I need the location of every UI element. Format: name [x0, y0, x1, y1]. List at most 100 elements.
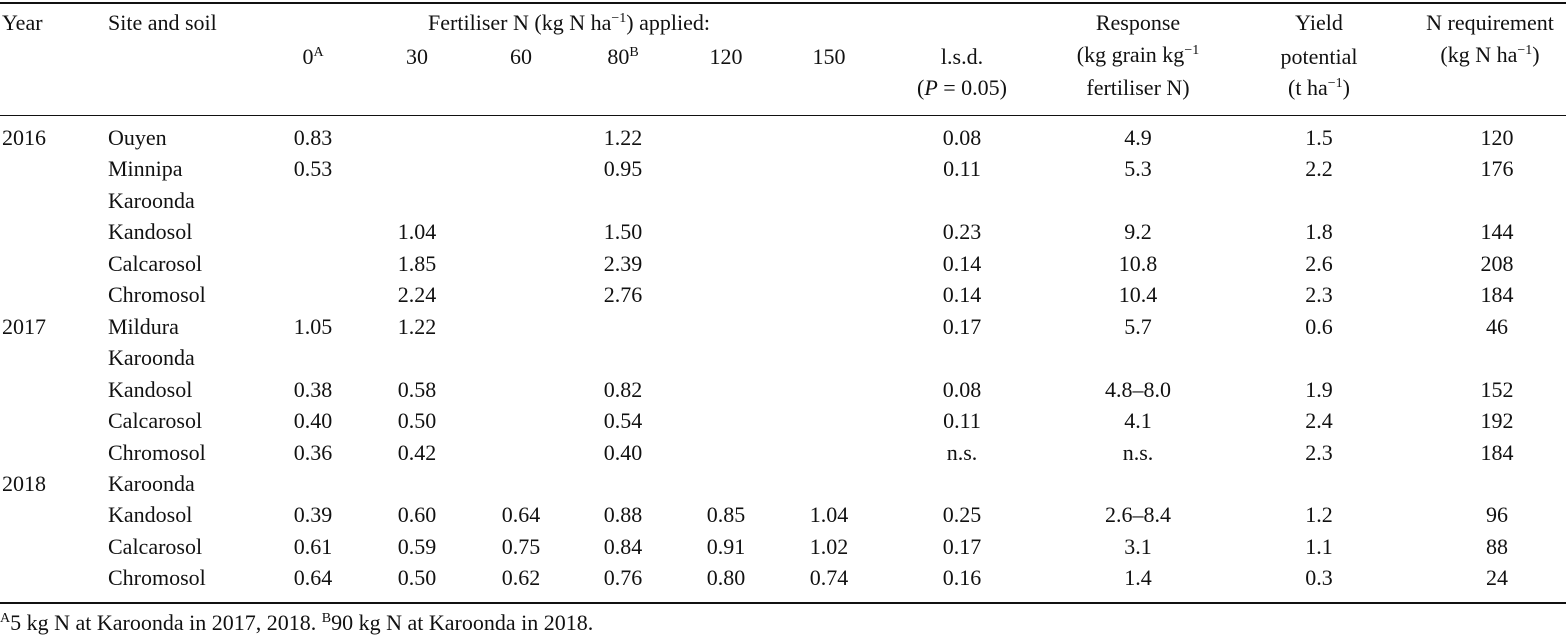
header-yield-line1: Yield [1295, 10, 1343, 35]
cell-yield-potential: 2.2 [1305, 156, 1333, 182]
cell-site: Kandosol [108, 502, 193, 528]
header-response-line2: (kg grain kg−1 [1076, 42, 1200, 67]
cell-lsd: 0.14 [942, 250, 982, 276]
header-fertiliser-group: Fertiliser N (kg N ha−1) applied: [428, 10, 710, 35]
cell-lsd: 0.17 [942, 313, 982, 339]
cell-response: 4.1 [1124, 408, 1152, 434]
cell-rate-150: 1.04 [809, 502, 849, 528]
cell-year: 2017 [2, 313, 46, 339]
cell-response: 10.8 [1118, 250, 1158, 276]
cell-site: Calcarosol [108, 408, 203, 434]
cell-rate-150: 0.74 [809, 565, 849, 591]
cell-n-requirement: 96 [1486, 502, 1508, 528]
cell-site: Karoonda [108, 345, 195, 371]
header-nreq-line2: (kg N ha−1) [1440, 42, 1540, 67]
table-row: 2017 Mildura 1.05 1.22 0.17 5.7 0.6 46 [0, 314, 1566, 345]
cell-rate-80: 0.54 [603, 408, 643, 434]
cell-response: 5.7 [1124, 313, 1152, 339]
cell-site: Chromosol [108, 439, 206, 465]
cell-rate-120: 0.80 [706, 565, 746, 591]
cell-response: 5.3 [1124, 156, 1152, 182]
cell-yield-potential: 0.6 [1305, 313, 1333, 339]
cell-yield-potential: 2.6 [1305, 250, 1333, 276]
cell-response: 4.9 [1124, 125, 1152, 150]
cell-lsd: 0.08 [942, 376, 982, 402]
cell-rate-0: 0.38 [293, 376, 333, 402]
cell-n-requirement: 24 [1486, 565, 1508, 591]
cell-lsd: 0.23 [942, 219, 982, 245]
cell-n-requirement: 120 [1480, 125, 1514, 150]
table-row: Karoonda [0, 188, 1566, 219]
cell-response: 9.2 [1124, 219, 1152, 245]
cell-rate-0: 0.39 [293, 502, 333, 528]
cell-rate-60: 0.62 [501, 565, 541, 591]
cell-rate-0: 0.64 [293, 565, 333, 591]
table-row: Chromosol 0.64 0.50 0.62 0.76 0.80 0.74 0.16 1.4… [0, 565, 1566, 596]
cell-site: Karoonda [108, 187, 195, 213]
cell-yield-potential: 1.8 [1305, 219, 1333, 245]
header-nreq-line1: N requirement [1426, 10, 1554, 35]
table-top-rule [0, 2, 1566, 4]
cell-site: Ouyen [108, 125, 167, 150]
cell-lsd: 0.11 [943, 408, 981, 434]
cell-site: Kandosol [108, 219, 193, 245]
cell-site: Chromosol [108, 282, 206, 308]
header-site: Site and soil [108, 10, 217, 35]
cell-site: Kandosol [108, 376, 193, 402]
header-yield-line3: (t ha−1) [1288, 75, 1350, 100]
cell-n-requirement: 46 [1486, 313, 1508, 339]
header-rate-120: 120 [709, 44, 743, 69]
cell-yield-potential: 2.3 [1305, 439, 1333, 465]
cell-rate-80: 0.84 [603, 533, 643, 559]
cell-site: Minnipa [108, 156, 183, 182]
cell-response: 10.4 [1118, 282, 1158, 308]
cell-yield-potential: 2.4 [1305, 408, 1333, 434]
cell-n-requirement: 184 [1480, 282, 1514, 308]
cell-response: 1.4 [1124, 565, 1152, 591]
cell-rate-80: 0.88 [603, 502, 643, 528]
cell-rate-60: 0.75 [501, 533, 541, 559]
cell-response: 4.8–8.0 [1105, 376, 1171, 402]
cell-rate-30: 0.42 [397, 439, 437, 465]
table-bottom-rule [0, 602, 1566, 604]
header-lsd-line1: l.s.d. [940, 44, 984, 69]
cell-rate-30: 0.60 [397, 502, 437, 528]
cell-rate-0: 0.40 [293, 408, 333, 434]
cell-year: 2016 [2, 125, 46, 150]
cell-rate-120: 0.85 [706, 502, 746, 528]
cell-lsd: n.s. [946, 439, 978, 465]
cell-rate-30: 0.50 [397, 408, 437, 434]
cell-site: Calcarosol [108, 533, 203, 559]
cell-n-requirement: 184 [1480, 439, 1514, 465]
cell-lsd: 0.08 [942, 125, 982, 150]
cell-n-requirement: 208 [1480, 250, 1514, 276]
table-row: Chromosol 2.24 2.76 0.14 10.4 2.3 184 [0, 282, 1566, 313]
table-row: Minnipa 0.53 0.95 0.11 5.3 2.2 176 [0, 156, 1566, 187]
cell-rate-30: 1.04 [397, 219, 437, 245]
header-rate-150: 150 [812, 44, 846, 69]
cell-lsd: 0.11 [943, 156, 981, 182]
cell-site: Mildura [108, 313, 179, 339]
cell-response: 2.6–8.4 [1105, 502, 1171, 528]
cell-rate-0: 1.05 [293, 313, 333, 339]
cell-rate-30: 0.59 [397, 533, 437, 559]
header-rate-0: 0A [302, 44, 324, 69]
cell-n-requirement: 144 [1480, 219, 1514, 245]
cell-rate-80: 1.22 [603, 125, 643, 150]
cell-response: 3.1 [1124, 533, 1152, 559]
table-row: Karoonda [0, 345, 1566, 376]
table-row: Calcarosol 0.40 0.50 0.54 0.11 4.1 2.4 192 [0, 408, 1566, 439]
cell-rate-30: 0.50 [397, 565, 437, 591]
cell-rate-80: 0.95 [603, 156, 643, 182]
cell-yield-potential: 0.3 [1305, 565, 1333, 591]
table-row: Kandosol 0.38 0.58 0.82 0.08 4.8–8.0 1.9 152 [0, 377, 1566, 408]
cell-rate-0: 0.61 [293, 533, 333, 559]
table-row: Calcarosol 1.85 2.39 0.14 10.8 2.6 208 [0, 251, 1566, 282]
header-response-line1: Response [1095, 10, 1181, 35]
cell-rate-80: 2.76 [603, 282, 643, 308]
header-response-line3: fertiliser N) [1086, 75, 1190, 100]
cell-rate-80: 0.76 [603, 565, 643, 591]
cell-rate-80: 2.39 [603, 250, 643, 276]
cell-rate-120: 0.91 [706, 533, 746, 559]
cell-lsd: 0.16 [942, 565, 982, 591]
